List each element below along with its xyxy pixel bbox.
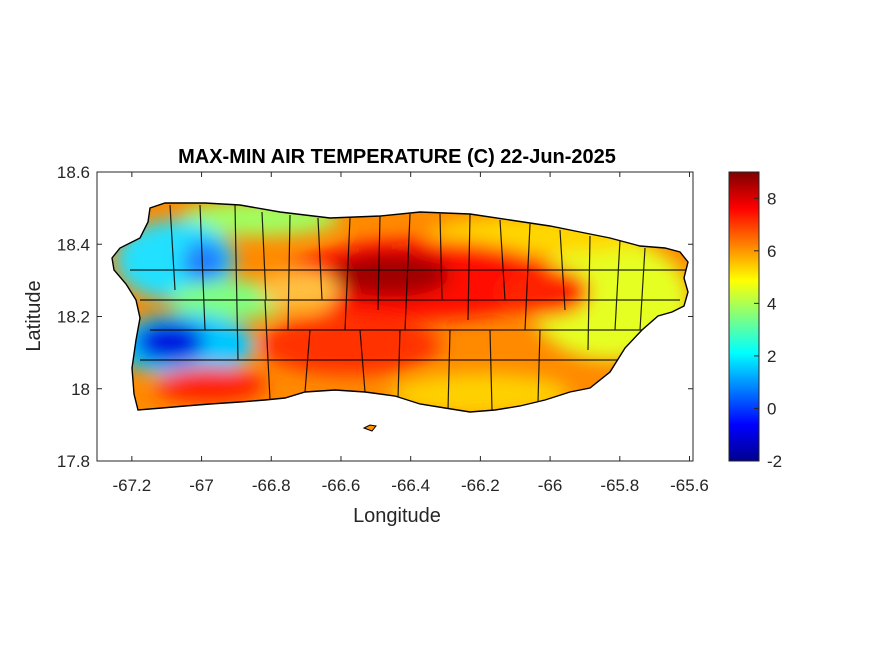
vieques-island [362,424,377,432]
y-axis-ticks: 17.8 18 18.2 18.4 18.6 [57,163,693,471]
colorbar-tick-label: -2 [767,452,782,471]
x-tick-label: -67.2 [112,476,151,495]
blob-east-red [500,267,590,317]
colorbar-tick-label: 4 [767,294,776,313]
temperature-field [112,203,688,412]
x-tick-label: -66.2 [461,476,500,495]
y-tick-label: 18.6 [57,163,90,182]
x-tick-label: -66.8 [252,476,291,495]
blob-southwest-deep-blue [135,322,205,362]
colorbar-tick-label: 8 [767,189,776,208]
x-tick-label: -66 [538,476,563,495]
y-axis-label: Latitude [23,280,45,351]
colorbar-ticks: -2 0 2 4 6 8 [754,189,782,471]
x-tick-label: -65.6 [670,476,709,495]
blob-northwest-blue [183,240,227,284]
blob-southwest-red [155,367,265,403]
blob-central-darkred [330,253,450,297]
colorbar [728,171,760,462]
x-tick-label: -66.4 [391,476,430,495]
x-axis-label: Longitude [353,505,441,527]
x-axis-ticks: -67.2 -67 -66.8 -66.6 -66.4 -66.2 -66 -65.8 -65.… [112,172,709,495]
municipality-borders [130,204,688,411]
blob-mid-yellow [260,270,340,310]
y-tick-label: 18.4 [57,235,90,254]
blob-south-red [260,315,440,375]
colorbar-tick-label: 0 [767,399,776,418]
colorbar-tick-label: 6 [767,242,776,261]
x-tick-label: -66.6 [322,476,361,495]
y-tick-label: 18 [71,380,90,399]
colorbar-tick-label: 2 [767,347,776,366]
x-tick-label: -67 [189,476,214,495]
y-tick-label: 17.8 [57,452,90,471]
x-tick-label: -65.8 [600,476,639,495]
y-tick-label: 18.2 [57,308,90,327]
chart-title: MAX-MIN AIR TEMPERATURE (C) 22-Jun-2025 [178,146,616,168]
